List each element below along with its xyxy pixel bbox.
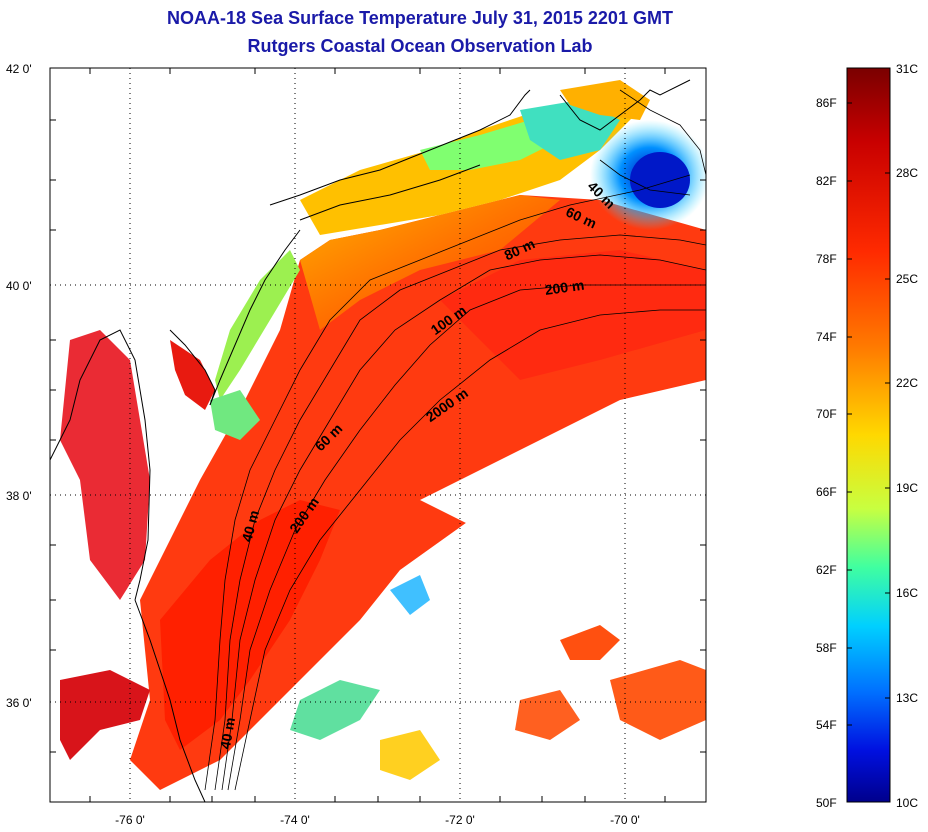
colorbar-f-label: 50F	[816, 796, 837, 810]
colorbar-f-label: 86F	[816, 96, 837, 110]
sst-field	[60, 80, 706, 802]
colorbar-c-label: 25C	[896, 272, 919, 286]
colorbar-f-label: 54F	[816, 718, 837, 732]
lon-tick-label: -72 0'	[445, 813, 475, 827]
colorbar-ticks	[847, 102, 890, 726]
contour-label: 200 m	[544, 277, 586, 298]
axis-ticks	[50, 68, 706, 802]
colorbar-c-label: 31C	[896, 62, 919, 76]
colorbar-f-label: 78F	[816, 252, 837, 266]
lat-tick-label: 36 0'	[6, 696, 32, 710]
colorbar-c-label: 28C	[896, 166, 919, 180]
isobaths	[204, 89, 706, 791]
colorbar-f-label: 66F	[816, 485, 837, 499]
colorbar-c-label: 19C	[896, 481, 919, 495]
lon-tick-label: -74 0'	[280, 813, 310, 827]
lon-tick-label: -76 0'	[115, 813, 145, 827]
colorbar-c-label: 13C	[896, 691, 919, 705]
colorbar-f-label: 70F	[816, 407, 837, 421]
colorbar-f-label: 62F	[816, 563, 837, 577]
colorbar-c-label: 22C	[896, 376, 919, 390]
colorbar-c-label: 10C	[896, 796, 919, 810]
lat-tick-label: 42 0'	[6, 62, 32, 76]
colorbar-f-label: 58F	[816, 641, 837, 655]
lat-tick-label: 38 0'	[6, 489, 32, 503]
colorbar-f-label: 74F	[816, 330, 837, 344]
colorbar	[846, 67, 891, 803]
coastline	[50, 79, 691, 802]
colorbar-c-label: 16C	[896, 586, 919, 600]
map-title: NOAA-18 Sea Surface Temperature July 31,…	[167, 8, 673, 28]
colorbar-f-label: 82F	[816, 174, 837, 188]
contour-label: 40 m	[238, 509, 262, 544]
lat-tick-label: 40 0'	[6, 279, 32, 293]
lon-tick-label: -70 0'	[610, 813, 640, 827]
map-subtitle: Rutgers Coastal Ocean Observation Lab	[247, 36, 593, 56]
contour-label: 40 m	[217, 716, 238, 750]
